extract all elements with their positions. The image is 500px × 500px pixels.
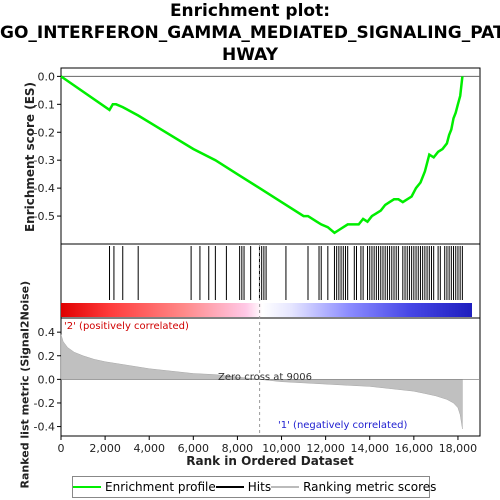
x-tick-label: 10,000 (262, 442, 301, 455)
x-tick-label: 4,000 (133, 442, 165, 455)
x-tick-label: 14,000 (350, 442, 389, 455)
metric-y-tick-label: 0.4 (38, 326, 56, 339)
x-tick-label: 6,000 (178, 442, 210, 455)
x-tick-label: 18,000 (439, 442, 478, 455)
zero-cross-label: Zero cross at 9006 (218, 372, 312, 383)
metric-y-tick-label: 0.0 (38, 373, 56, 386)
legend-swatch-enrichment (73, 486, 101, 488)
chart-title: Enrichment plot: GO_INTERFERON_GAMMA_MED… (0, 0, 500, 66)
ranking-metric-area (60, 334, 463, 429)
metric-y-tick-label: -0.4 (34, 421, 55, 434)
metric-y-tick-label: 0.2 (38, 350, 56, 363)
es-y-tick-label: -0.3 (34, 154, 55, 167)
positive-correlation-label: '2' (positively correlated) (64, 321, 189, 332)
x-tick-label: 8,000 (222, 442, 254, 455)
es-y-tick-label: -0.4 (34, 182, 55, 195)
legend-label-enrichment: Enrichment profile (105, 480, 216, 494)
x-tick-label: 12,000 (306, 442, 345, 455)
legend-item-hits: Hits (215, 480, 272, 494)
title-line-1: Enrichment plot: (169, 1, 331, 21)
rank-color-bar (61, 303, 472, 317)
x-tick-label: 0 (58, 442, 65, 455)
title-line-2: GO_INTERFERON_GAMMA_MEDIATED_SIGNALING_P… (0, 23, 500, 43)
es-y-tick-label: -0.2 (34, 126, 55, 139)
x-axis-label: Rank in Ordered Dataset (186, 454, 354, 468)
legend: Enrichment profile Hits Ranking metric s… (72, 476, 436, 498)
legend-swatch-metric (271, 486, 300, 488)
legend-label-hits: Hits (247, 480, 272, 494)
legend-item-metric: Ranking metric scores (271, 480, 436, 494)
es-y-tick-label: 0.0 (38, 70, 56, 83)
x-tick-label: 2,000 (89, 442, 121, 455)
es-y-tick-label: -0.5 (34, 210, 55, 223)
legend-swatch-hits (215, 486, 244, 488)
es-y-tick-label: -0.1 (34, 98, 55, 111)
legend-label-metric: Ranking metric scores (303, 480, 437, 494)
legend-item-enrichment: Enrichment profile (73, 480, 216, 494)
es-panel-frame (60, 67, 481, 245)
negative-correlation-label: '1' (negatively correlated) (278, 420, 407, 431)
x-tick-label: 16,000 (395, 442, 434, 455)
title-line-3: HWAY (221, 45, 279, 65)
metric-y-tick-label: -0.2 (34, 397, 55, 410)
enrichment-profile-line (60, 75, 464, 235)
